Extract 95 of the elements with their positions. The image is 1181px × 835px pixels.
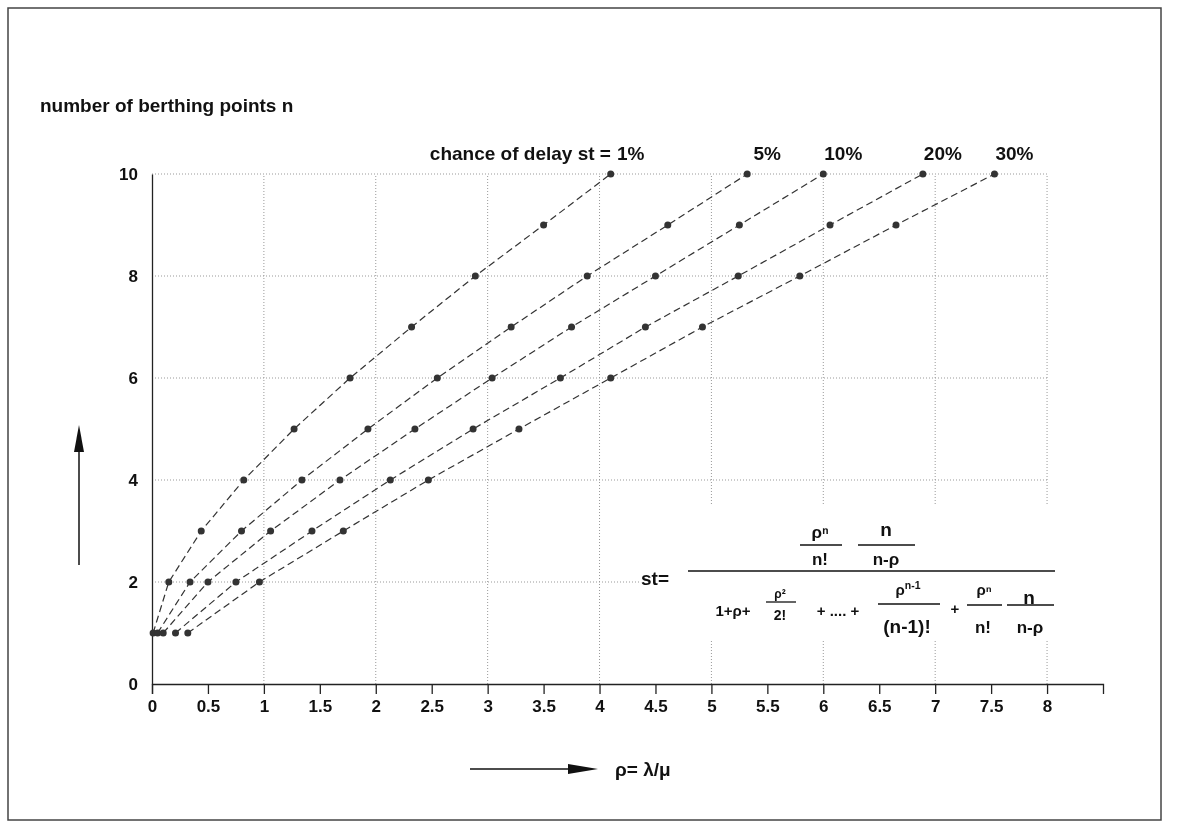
series-label: 1% <box>616 143 645 164</box>
annotation: + .... + <box>816 602 860 619</box>
x-tick-label: 2 <box>371 697 381 717</box>
x-tick-label: 6.5 <box>867 697 892 717</box>
series-label: 20% <box>923 143 962 164</box>
annotation: ρⁿ <box>811 523 829 542</box>
series-label: 5% <box>753 143 782 164</box>
point <box>267 527 275 535</box>
series-label: 10% <box>824 143 863 164</box>
point <box>172 629 179 637</box>
x-tick-label: 0 <box>147 697 158 717</box>
point <box>507 323 515 331</box>
y-tick-label: 0 <box>128 674 138 694</box>
point <box>186 578 194 586</box>
annotation: 2! <box>773 607 787 623</box>
point <box>255 578 263 586</box>
x-axis-title: ρ= λ/μ <box>615 759 671 780</box>
y-axis-title: number of berthing points n <box>40 95 294 116</box>
point <box>607 374 615 382</box>
point <box>556 374 564 382</box>
y-tick-label: 8 <box>128 266 138 286</box>
x-tick-label: 4.5 <box>644 697 668 717</box>
series-label: 30% <box>995 143 1034 164</box>
point <box>165 578 173 586</box>
point <box>197 527 205 535</box>
annotation: 1+ρ+ <box>715 602 751 619</box>
point <box>743 170 751 178</box>
point <box>892 221 900 229</box>
point <box>471 272 479 280</box>
annotation: n! <box>974 618 992 637</box>
point <box>364 425 372 433</box>
point <box>540 221 548 229</box>
annotation: + <box>950 600 960 617</box>
annotation: n-ρ <box>872 550 900 569</box>
point <box>826 221 834 229</box>
x-tick-label: 3.5 <box>532 697 556 717</box>
point <box>488 374 496 382</box>
point <box>238 527 246 535</box>
point <box>240 476 248 484</box>
annotation: (n-1)! <box>883 616 931 637</box>
annotation: ρⁿ <box>976 581 992 598</box>
annotation: n <box>1023 587 1035 608</box>
point <box>433 374 441 382</box>
point <box>346 374 354 382</box>
legend-title: chance of delay st = <box>429 143 611 164</box>
point <box>515 425 523 433</box>
annotation: ρ$^{n-1}$ <box>895 579 921 598</box>
point <box>336 476 344 484</box>
point <box>204 578 212 586</box>
point <box>232 578 240 586</box>
point <box>583 272 591 280</box>
x-tick-label: 8 <box>1042 697 1053 717</box>
y-tick-label: 2 <box>128 572 138 592</box>
point <box>734 272 742 280</box>
annotation: n! <box>811 550 829 569</box>
point <box>339 527 347 535</box>
annotation: n <box>880 519 892 540</box>
x-tick-label: 2.5 <box>420 697 445 717</box>
y-tick-label: 6 <box>128 368 138 388</box>
point <box>290 425 298 433</box>
annotation: st= <box>641 568 669 589</box>
point <box>184 629 192 637</box>
y-tick-label: 10 <box>119 164 138 184</box>
x-tick-label: 3 <box>483 697 493 717</box>
annotation: ρ² <box>774 587 786 601</box>
x-tick-label: 4 <box>595 697 606 717</box>
x-tick-label: 1.5 <box>308 697 333 717</box>
point <box>641 323 649 331</box>
x-tick-label: 0.5 <box>196 697 221 717</box>
point <box>159 629 167 637</box>
point <box>411 425 419 433</box>
x-tick-label: 7 <box>930 697 941 717</box>
point <box>819 170 827 178</box>
x-tick-label: 6 <box>819 697 829 717</box>
point <box>664 221 672 229</box>
point <box>990 170 998 178</box>
point <box>298 476 306 484</box>
annotation: n-ρ <box>1016 618 1044 637</box>
point <box>424 476 432 484</box>
point <box>698 323 706 331</box>
point <box>607 170 615 178</box>
point <box>386 476 394 484</box>
x-tick-label: 5 <box>707 697 717 717</box>
point <box>735 221 743 229</box>
point <box>469 425 477 433</box>
x-tick-label: 7.5 <box>979 697 1004 717</box>
point <box>919 170 927 178</box>
point <box>408 323 416 331</box>
x-tick-label: 1 <box>259 697 270 717</box>
x-tick-label: 5.5 <box>756 697 780 717</box>
point <box>796 272 804 280</box>
point <box>651 272 659 280</box>
y-tick-label: 4 <box>128 470 139 490</box>
point <box>308 527 316 535</box>
point <box>568 323 576 331</box>
